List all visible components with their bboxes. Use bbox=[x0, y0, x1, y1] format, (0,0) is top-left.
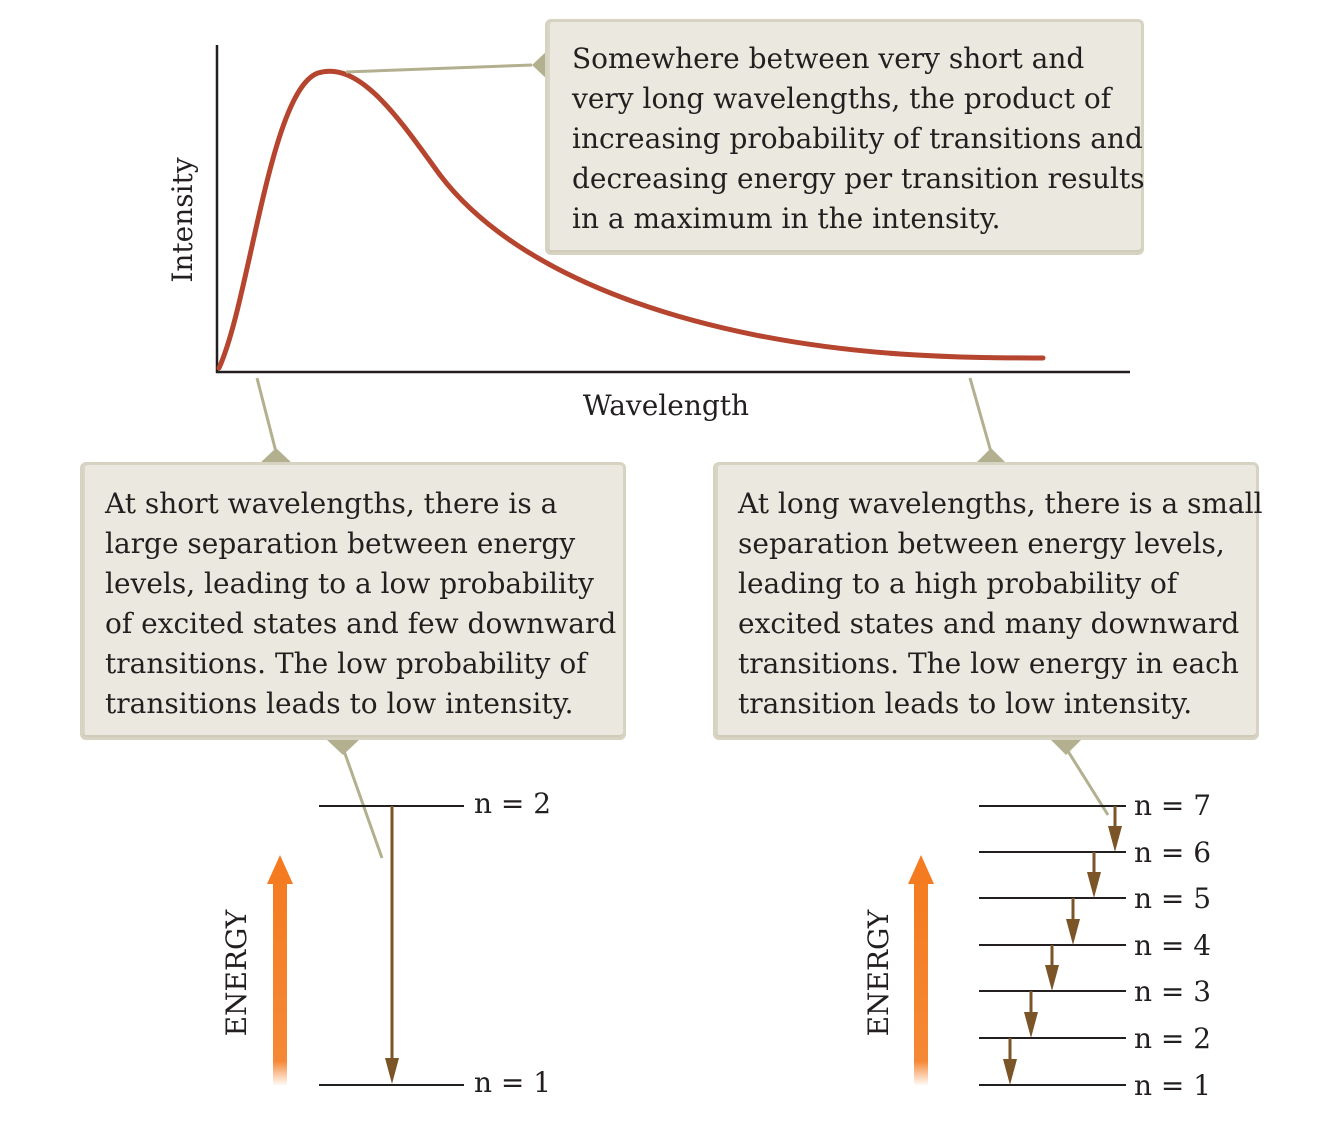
level-label-n2: n = 2 bbox=[474, 787, 551, 820]
short-callout-line: At short wavelengths, there is a bbox=[105, 487, 558, 520]
transition-2-1 bbox=[1003, 1038, 1017, 1085]
energy-arrowhead-left bbox=[267, 855, 293, 884]
energy-arrow-left bbox=[273, 880, 287, 1086]
long-callout-line: separation between energy levels, bbox=[738, 527, 1225, 560]
energy-label-left: ENERGY bbox=[220, 909, 253, 1036]
long-callout-line: excited states and many downward bbox=[738, 607, 1240, 640]
short-leader-bottom bbox=[341, 747, 384, 859]
transition-5-4 bbox=[1066, 898, 1080, 945]
peak-leader-tip bbox=[532, 50, 548, 80]
short-callout-line: transitions. The low probability of bbox=[105, 647, 587, 680]
level-label-n2-right: n = 2 bbox=[1134, 1022, 1211, 1055]
long-wavelength-callout: At long wavelengths, there is a small se… bbox=[713, 462, 1263, 740]
energy-arrow-right bbox=[914, 880, 928, 1086]
peak-callout: Somewhere between very short and very lo… bbox=[545, 19, 1145, 255]
long-callout-line: At long wavelengths, there is a small bbox=[738, 487, 1263, 520]
peak-callout-line: decreasing energy per transition results bbox=[572, 162, 1145, 195]
long-callout-line: transition leads to low intensity. bbox=[738, 687, 1193, 720]
level-label-n4: n = 4 bbox=[1134, 929, 1211, 962]
transition-4-3 bbox=[1045, 945, 1059, 991]
x-axis-label: Wavelength bbox=[583, 389, 749, 422]
short-callout-line: large separation between energy bbox=[105, 527, 576, 560]
short-leader-top-tip bbox=[259, 448, 293, 464]
short-callout-line: of excited states and few downward bbox=[105, 607, 617, 640]
peak-callout-line: Somewhere between very short and bbox=[572, 42, 1085, 75]
short-callout-line: levels, leading to a low probability bbox=[105, 567, 594, 600]
peak-callout-line: very long wavelengths, the product of bbox=[572, 82, 1112, 115]
level-label-n3: n = 3 bbox=[1134, 975, 1211, 1008]
right-levels bbox=[979, 805, 1126, 1086]
cascade-transitions bbox=[1003, 806, 1122, 1085]
long-leader-top-tip bbox=[975, 448, 1007, 464]
peak-leader bbox=[345, 63, 533, 74]
level-label-n1-right: n = 1 bbox=[1134, 1069, 1211, 1102]
short-callout-text: At short wavelengths, there is a large s… bbox=[105, 484, 623, 724]
energy-label-right: ENERGY bbox=[862, 909, 895, 1036]
short-leader-bottom-tip bbox=[326, 739, 360, 755]
short-callout-line: transitions leads to low intensity. bbox=[105, 687, 574, 720]
long-leader-top bbox=[968, 377, 993, 453]
long-leader-bottom bbox=[1064, 747, 1110, 816]
transition-3-2 bbox=[1024, 991, 1038, 1038]
y-axis-label: Intensity bbox=[166, 157, 199, 283]
transition-6-5 bbox=[1087, 852, 1101, 898]
transition-7-6 bbox=[1108, 806, 1122, 852]
long-callout-line: transitions. The low energy in each bbox=[738, 647, 1239, 680]
intensity-curve bbox=[216, 68, 1046, 371]
level-label-n5: n = 5 bbox=[1134, 882, 1211, 915]
level-label-n7: n = 7 bbox=[1134, 789, 1211, 822]
peak-callout-line: increasing probability of transitions an… bbox=[572, 122, 1143, 155]
peak-callout-text: Somewhere between very short and very lo… bbox=[572, 39, 1145, 239]
energy-arrowhead-right bbox=[908, 855, 934, 884]
short-leader-top bbox=[255, 377, 278, 453]
long-leader-bottom-tip bbox=[1050, 739, 1082, 755]
level-label-n6: n = 6 bbox=[1134, 836, 1211, 869]
long-callout-line: leading to a high probability of bbox=[738, 567, 1178, 600]
transition-arrowhead-left bbox=[385, 1058, 399, 1084]
peak-callout-line: in a maximum in the intensity. bbox=[572, 202, 1001, 235]
short-wavelength-callout: At short wavelengths, there is a large s… bbox=[80, 462, 626, 740]
level-label-n1: n = 1 bbox=[474, 1066, 551, 1099]
long-callout-text: At long wavelengths, there is a small se… bbox=[738, 484, 1263, 724]
